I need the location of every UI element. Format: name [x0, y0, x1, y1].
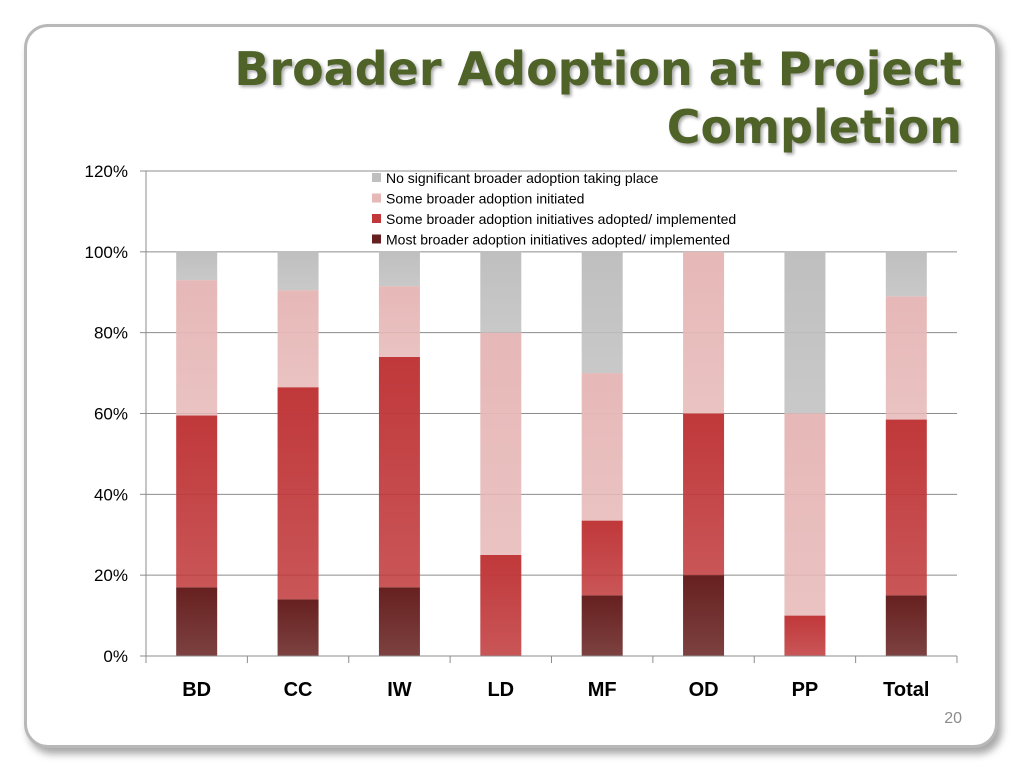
y-tick-label: 120%	[85, 162, 128, 181]
bar-segment-mf-s2	[581, 520, 623, 596]
legend-label: No significant broader adoption taking p…	[386, 170, 659, 186]
y-tick-label: 100%	[85, 243, 128, 262]
slide-title: Broader Adoption at Project Completion	[234, 42, 962, 154]
x-category-label: IW	[387, 679, 412, 701]
y-tick-label: 60%	[94, 405, 128, 424]
x-category-label: CC	[284, 679, 313, 701]
bar-segment-iw-s3	[378, 286, 420, 357]
x-category-label: PP	[792, 679, 819, 701]
legend-label: Most broader adoption initiatives adopte…	[386, 232, 730, 248]
legend: No significant broader adoption taking p…	[372, 170, 736, 248]
bar-segment-bd-s4	[176, 251, 218, 281]
legend-swatch	[372, 193, 381, 203]
bar-segment-od-s3	[683, 251, 725, 414]
bar-segment-ld-s3	[480, 332, 522, 555]
bar-segment-ld-s2	[480, 554, 522, 656]
bars	[176, 251, 927, 656]
bar-segment-bd-s1	[176, 587, 218, 656]
x-category-label: LD	[487, 679, 514, 701]
bar-segment-total-s4	[885, 251, 927, 297]
x-category-label: MF	[588, 679, 617, 701]
bar-segment-total-s3	[885, 296, 927, 420]
x-category-label: BD	[182, 679, 211, 701]
legend-swatch	[372, 214, 381, 223]
bar-segment-pp-s4	[784, 251, 826, 414]
axes: 0% 20% 40% 60% 80% 100% 120% BD CC IW LD MF OD PP Tota…	[85, 162, 958, 701]
y-tick-label: 80%	[94, 324, 128, 343]
bar-segment-cc-s1	[277, 599, 319, 656]
bar-segment-iw-s2	[378, 356, 420, 588]
bar-segment-cc-s4	[277, 251, 319, 291]
bar-segment-od-s2	[683, 413, 725, 576]
x-category-label: OD	[689, 679, 719, 701]
bar-segment-total-s2	[885, 419, 927, 596]
x-category-label: Total	[883, 679, 929, 701]
bar-segment-bd-s2	[176, 415, 218, 588]
bar-segment-iw-s1	[378, 587, 420, 656]
bar-segment-cc-s2	[277, 387, 319, 600]
legend-swatch	[372, 234, 381, 244]
y-tick-label: 20%	[94, 566, 128, 585]
bar-segment-total-s1	[885, 595, 927, 656]
slide-number: 20	[944, 710, 962, 727]
bar-segment-mf-s3	[581, 373, 623, 521]
y-tick-label: 40%	[94, 485, 128, 504]
legend-swatch	[372, 173, 381, 182]
bar-segment-pp-s3	[784, 413, 826, 616]
bar-segment-pp-s2	[784, 615, 826, 656]
bar-segment-mf-s1	[581, 595, 623, 656]
bar-segment-ld-s4	[480, 251, 522, 333]
bar-segment-cc-s3	[277, 290, 319, 388]
bar-segment-iw-s4	[378, 251, 420, 287]
bar-segment-bd-s3	[176, 280, 218, 416]
bar-segment-od-s1	[683, 575, 725, 656]
y-tick-label: 0%	[103, 647, 128, 666]
legend-label: Some broader adoption initiated	[386, 191, 584, 207]
bar-segment-mf-s4	[581, 251, 623, 374]
legend-label: Some broader adoption initiatives adopte…	[386, 211, 736, 227]
